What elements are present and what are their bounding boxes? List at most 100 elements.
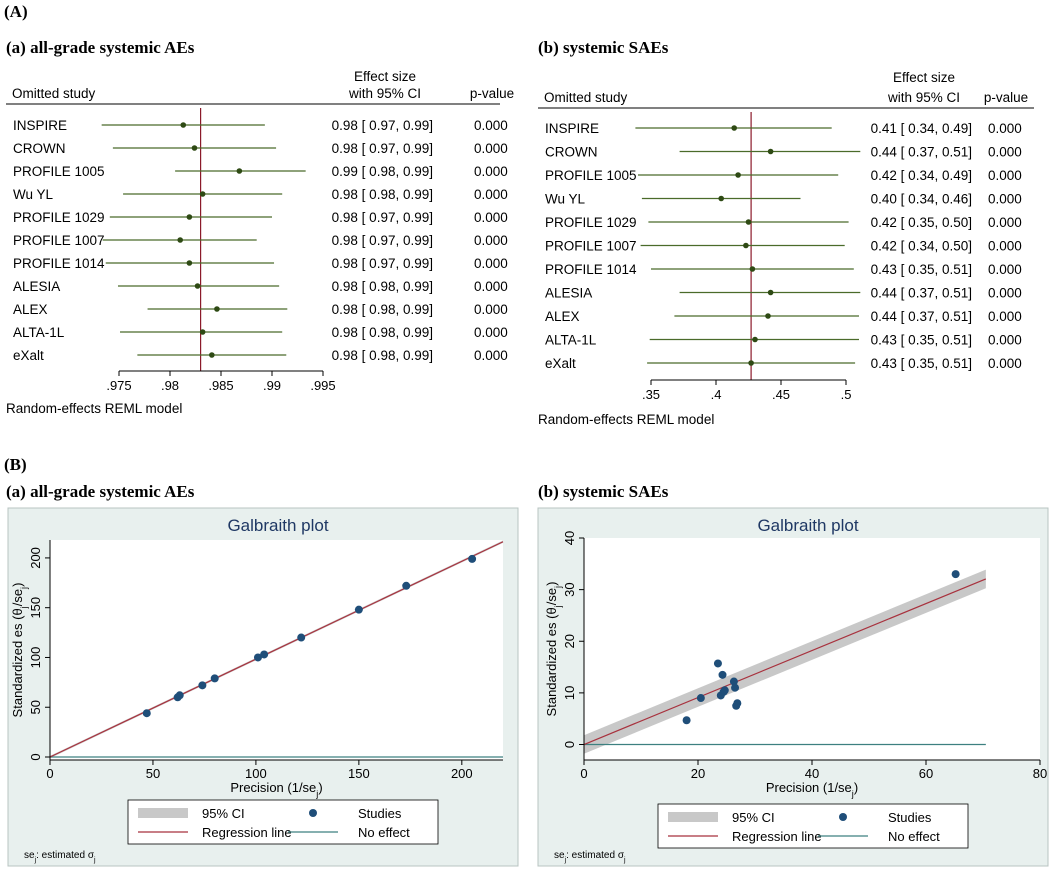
pvalue-text: 0.000: [988, 262, 1022, 277]
pvalue-text: 0.000: [474, 187, 508, 202]
study-point: [468, 554, 477, 563]
legend-ci-label: 95% CI: [732, 810, 775, 825]
model-note: Random-effects REML model: [538, 412, 714, 427]
pvalue-text: 0.000: [988, 239, 1022, 254]
x-axis-title: Precision (1/sej): [230, 780, 322, 799]
study-point: [297, 633, 306, 642]
study-label: PROFILE 1005: [13, 164, 105, 179]
estimate-point: [752, 336, 758, 343]
galbraith-subtitle: (a) all-grade systemic AEs: [6, 482, 195, 501]
effect-ci-text: 0.98 [ 0.97, 0.99]: [332, 118, 433, 133]
pvalue-text: 0.000: [988, 192, 1022, 207]
galbraith-plot-sae: (b) systemic SAEs Galbraith plot 0 20 40 60 80…: [537, 482, 1049, 867]
pvalue-text: 0.000: [988, 333, 1022, 348]
forest-plot-sae: (b) systemic SAEs Omitted study Effect siz…: [538, 38, 1034, 427]
estimate-point: [199, 191, 206, 197]
estimate-point: [186, 260, 193, 266]
effect-ci-text: 0.98 [ 0.97, 0.99]: [332, 210, 433, 225]
effect-ci-text: 0.98 [ 0.98, 0.99]: [332, 348, 433, 363]
label-part: Standardized es (θ: [544, 607, 559, 716]
y-tick-label: 0: [28, 753, 43, 760]
effect-ci-text: 0.98 [ 0.97, 0.99]: [332, 256, 433, 271]
estimate-point: [209, 352, 215, 358]
estimate-point: [180, 122, 187, 128]
pvalue-text: 0.000: [988, 121, 1022, 136]
study-point: [729, 677, 738, 686]
study-point: [713, 659, 722, 668]
study-label: ALESIA: [545, 286, 592, 301]
x-tick-label: .985: [208, 378, 233, 393]
label-subscript: j: [564, 857, 567, 864]
pvalue-text: 0.000: [988, 286, 1022, 301]
x-tick-label: .35: [642, 387, 660, 402]
estimate-point: [735, 172, 741, 178]
effect-ci-text: 0.98 [ 0.98, 0.99]: [332, 302, 433, 317]
estimate-point: [731, 125, 737, 131]
col-header-effect-ci: with 95% CI: [348, 86, 421, 101]
pvalue-text: 0.000: [474, 302, 508, 317]
regression-line: [583, 578, 987, 746]
legend-studies-label: Studies: [358, 806, 402, 821]
estimate-point: [765, 313, 771, 319]
pvalue-text: 0.000: [988, 356, 1022, 371]
label-subscript: j: [851, 789, 854, 799]
x-tick-label: 0: [46, 766, 53, 781]
label-subscript: j: [553, 586, 563, 589]
footnote: sej: estimated σj: [554, 850, 626, 864]
label-subscript: j: [623, 857, 626, 864]
study-point: [951, 570, 960, 579]
pvalue-text: 0.000: [474, 118, 508, 133]
galbraith-title: Galbraith plot: [227, 516, 328, 535]
label-part: ): [10, 583, 25, 587]
x-tick-label: 40: [805, 766, 819, 781]
study-label: PROFILE 1029: [545, 215, 637, 230]
estimate-point: [214, 306, 220, 312]
study-label: PROFILE 1029: [13, 210, 105, 225]
effect-ci-text: 0.43 [ 0.35, 0.51]: [871, 356, 972, 371]
study-point: [198, 681, 207, 690]
study-label: ALEX: [545, 309, 580, 324]
col-header-effect: Effect size: [893, 70, 955, 85]
label-part: Precision (1/se: [766, 780, 852, 795]
y-tick-label: 150: [28, 597, 43, 619]
x-tick-label: 60: [919, 766, 933, 781]
effect-ci-text: 0.41 [ 0.34, 0.49]: [871, 121, 972, 136]
legend-noeffect-label: No effect: [888, 829, 940, 844]
x-tick-label: .98: [161, 378, 179, 393]
legend-point-swatch: [309, 809, 317, 817]
study-point: [402, 581, 411, 590]
x-tick-label: .4: [711, 387, 722, 402]
effect-ci-text: 0.44 [ 0.37, 0.51]: [871, 145, 972, 160]
y-tick-label: 50: [28, 700, 43, 714]
pvalue-text: 0.000: [474, 210, 508, 225]
effect-ci-text: 0.42 [ 0.34, 0.49]: [871, 168, 972, 183]
y-tick-label: 0: [562, 741, 577, 748]
col-header-study: Omitted study: [544, 90, 628, 105]
study-point: [682, 716, 691, 725]
effect-ci-text: 0.99 [ 0.98, 0.99]: [332, 164, 433, 179]
pvalue-text: 0.000: [474, 141, 508, 156]
study-label: PROFILE 1007: [545, 239, 637, 254]
study-point: [720, 686, 729, 695]
study-label: CROWN: [545, 145, 598, 160]
pvalue-text: 0.000: [474, 164, 508, 179]
x-tick-label: 200: [451, 766, 473, 781]
effect-ci-text: 0.98 [ 0.98, 0.99]: [332, 325, 433, 340]
study-point: [731, 683, 740, 692]
study-label: ALTA-1L: [13, 325, 65, 340]
study-point: [354, 605, 363, 614]
estimate-point: [191, 145, 198, 151]
y-tick-label: 30: [562, 582, 577, 596]
estimate-point: [745, 219, 752, 225]
col-header-study: Omitted study: [12, 86, 96, 101]
legend-point-swatch: [839, 813, 847, 821]
effect-ci-text: 0.42 [ 0.34, 0.50]: [871, 239, 972, 254]
footnote: sej: estimated σj: [24, 850, 96, 864]
study-point: [142, 709, 151, 718]
label-part: : estimated σ: [36, 850, 95, 861]
y-tick-label: 20: [562, 634, 577, 648]
forest-subtitle: (b) systemic SAEs: [538, 38, 669, 57]
x-axis-title: Precision (1/sej): [766, 780, 858, 799]
study-point: [733, 699, 742, 708]
x-tick-label: .99: [263, 378, 281, 393]
